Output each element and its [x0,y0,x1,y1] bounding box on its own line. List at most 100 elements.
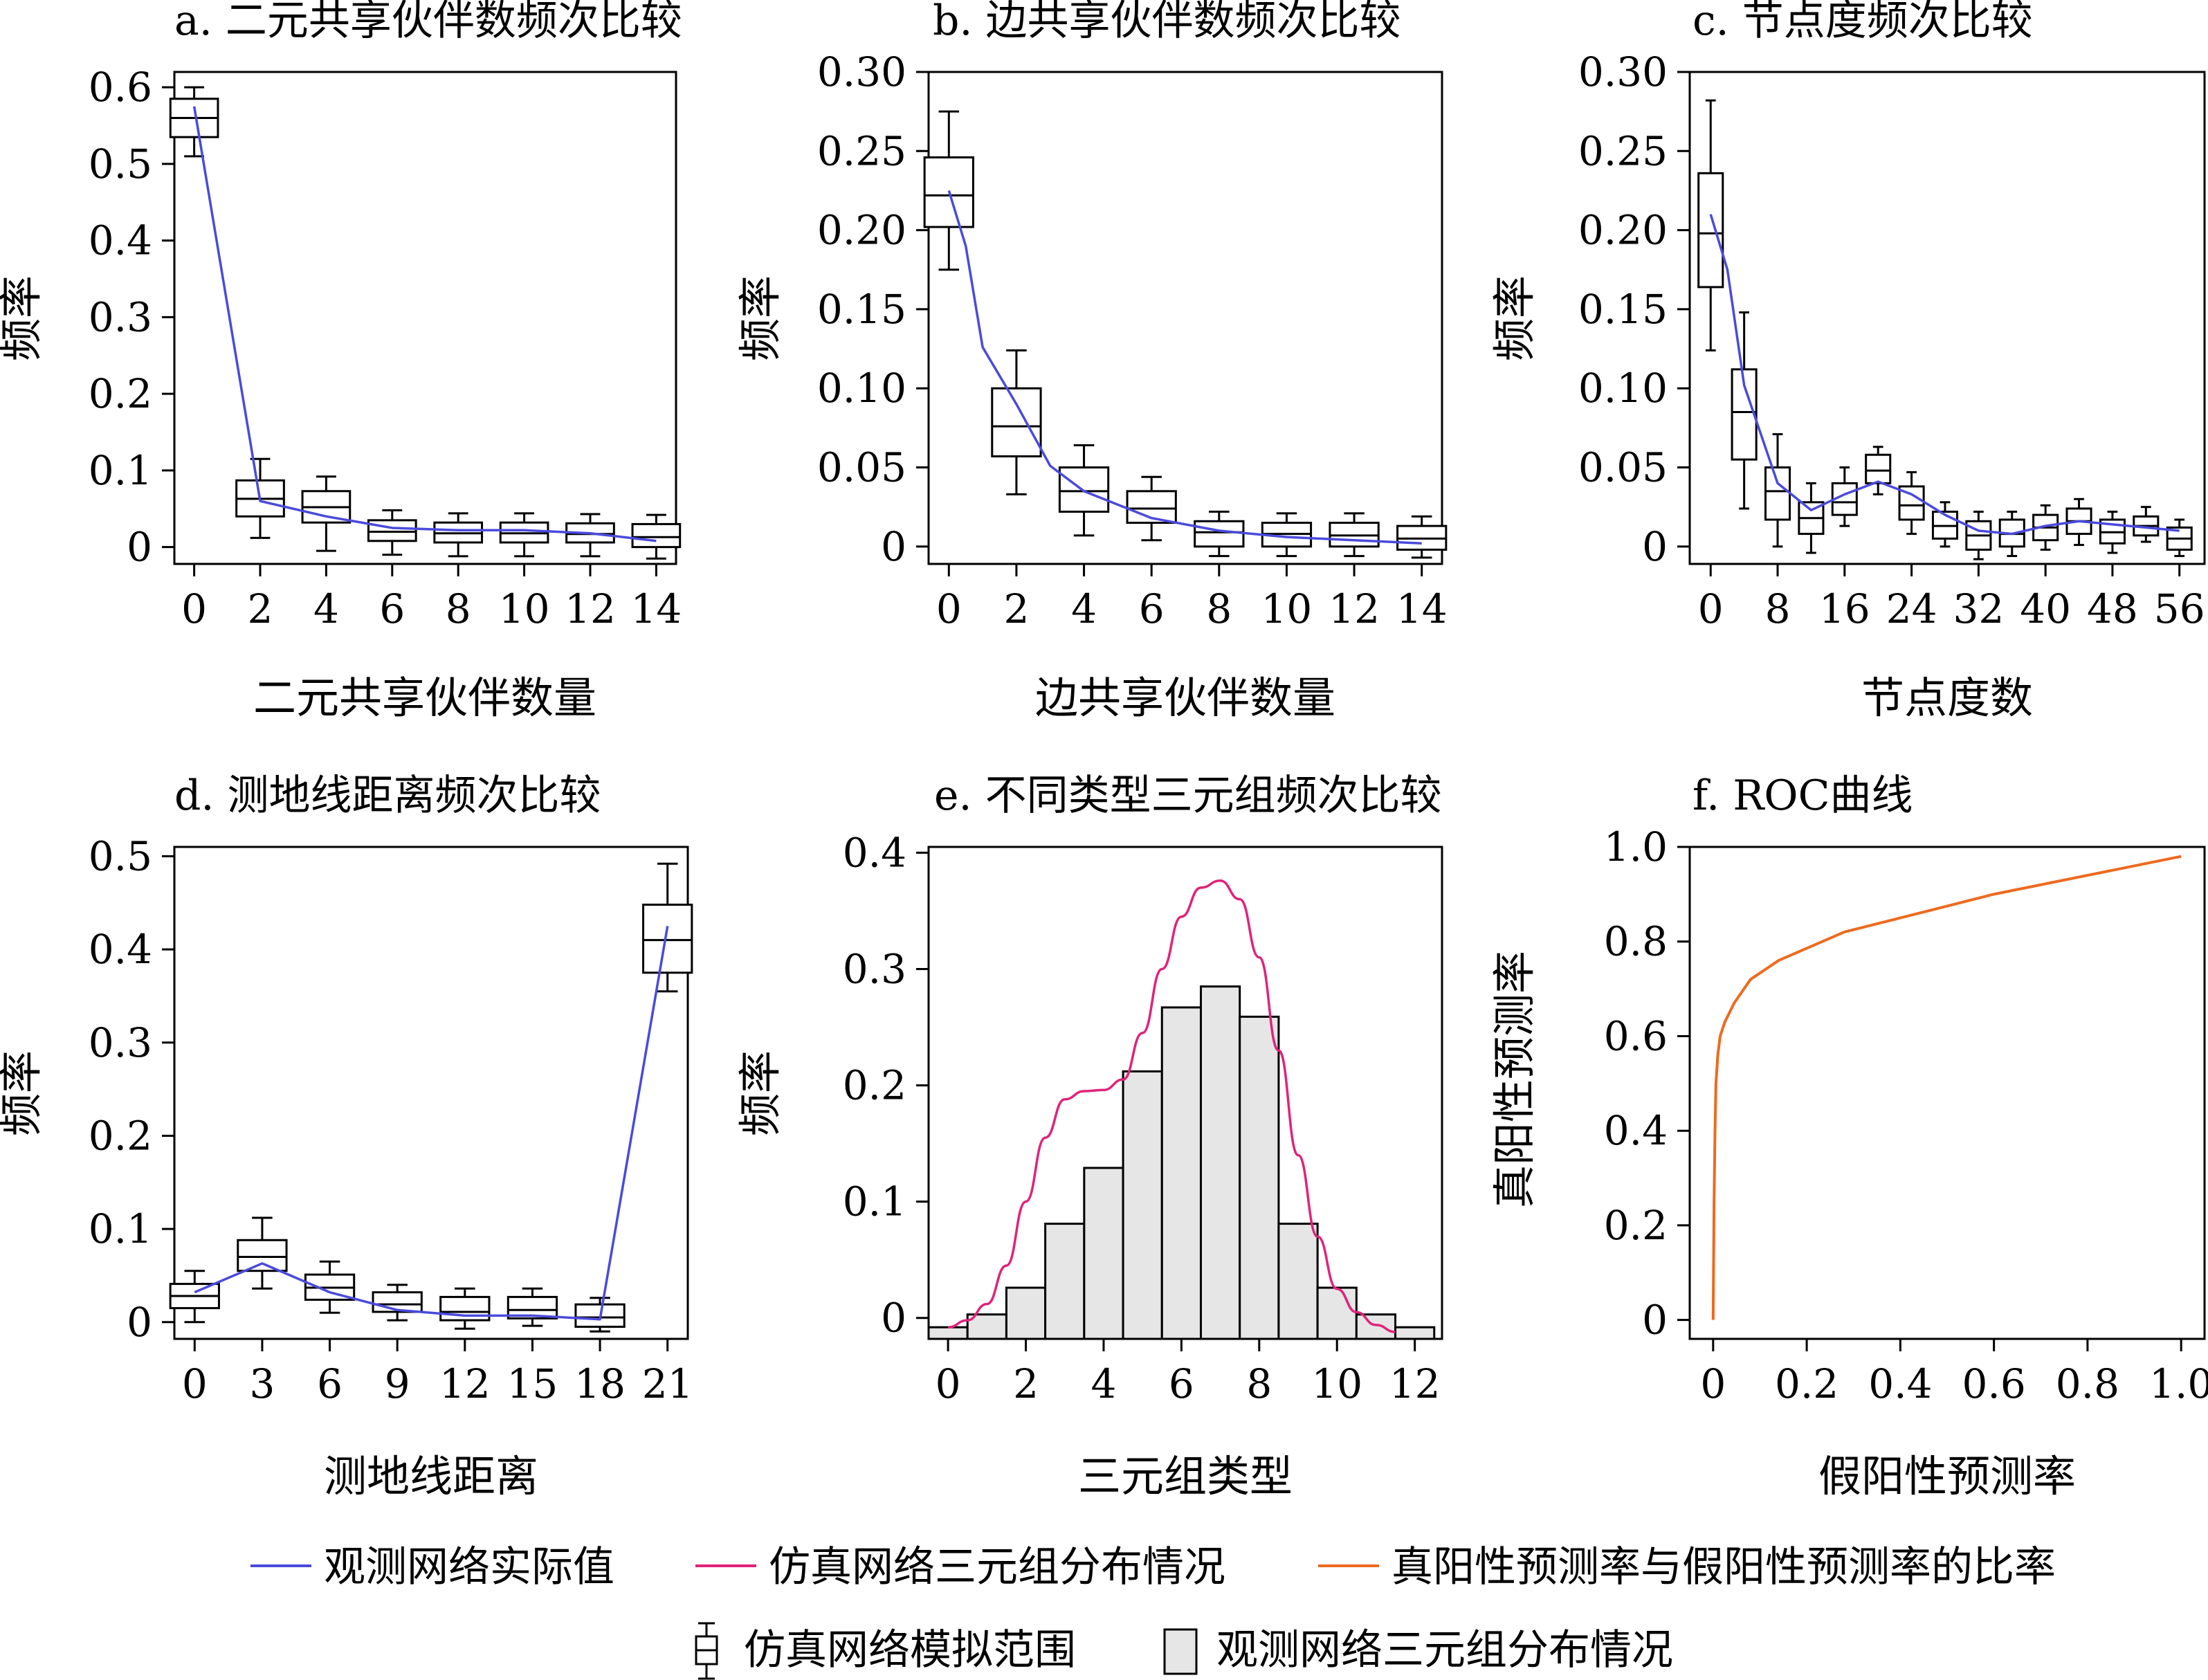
panel-c-ylabel: 频率 [1489,275,1540,361]
panel-e-xlabel: 三元组类型 [1078,1451,1293,1501]
f-ytick-label: 0.2 [1604,1202,1668,1249]
f-xtick-label: 0 [1700,1360,1726,1407]
a-ytick-label: 0.4 [89,217,152,264]
d-box [574,1303,626,1328]
b-ytick-label: 0 [881,523,906,570]
panel-c-title: c. 节点度频次比较 [1693,0,2033,45]
b-ytick-label: 0.15 [817,286,906,333]
panel-e-marks: 0 2 4 6 8 10 12 0 0.1 0.2 0.3 0.4 [843,829,1441,1407]
b-box [1194,520,1245,548]
panel-b: b. 边共享伙伴数频次比较 0 2 4 6 8 10 12 1400.050.100.150.… [735,0,1448,723]
b-observed-line [947,190,1422,545]
b-xtick-label: 10 [1261,585,1313,632]
b-box [923,156,974,228]
b-xtick-label: 6 [1139,585,1165,632]
panel-c-xlabel: 节点度数 [1861,673,2033,723]
d-ytick-label: 0.1 [89,1205,152,1252]
b-xtick-label: 2 [1003,585,1029,632]
legend-box-icon [695,1622,718,1680]
legend-hist-label: 观测网络三元组分布情况 [1216,1626,1673,1674]
c-xtick-label: 40 [2020,585,2071,632]
b-xtick-label: 4 [1071,585,1097,632]
legend-observed-line-label: 观测网络实际值 [324,1543,614,1591]
e-xtick-label: 6 [1169,1360,1194,1407]
e-hist-bar [1005,1286,1047,1340]
d-xtick-label: 6 [317,1360,343,1407]
d-xtick-label: 0 [182,1360,208,1407]
panel-d-ylabel: 频率 [0,1050,46,1136]
a-xtick-label: 2 [248,585,273,632]
d-ytick-label: 0.4 [89,926,152,973]
c-ytick-label: 0.25 [1578,127,1668,174]
panel-a: a. 二元共享伙伴数频次比较 0 2 4 6 8 10 12 1400.10.20.30.40… [0,0,682,723]
e-ytick-label: 0.2 [843,1062,906,1109]
b-ytick-label: 0.30 [817,48,906,95]
f-xtick-label: 0.4 [1868,1360,1932,1407]
f-xtick-label: 0.2 [1775,1360,1839,1407]
e-hist-bar [1239,1015,1280,1340]
d-observed-line [194,926,669,1321]
panel-c-frame [1688,71,2206,565]
c-ytick-label: 0.20 [1578,207,1668,254]
d-xtick-label: 18 [574,1360,626,1407]
e-hist-bar [1394,1326,1436,1340]
panel-f-title: f. ROC曲线 [1693,771,1913,820]
e-hist-bar [1044,1223,1086,1340]
panel-e-title: e. 不同类型三元组频次比较 [934,771,1442,820]
b-ytick-label: 0.20 [817,207,906,254]
b-xtick-label: 12 [1329,585,1380,632]
c-box [1865,453,1892,484]
e-xtick-label: 10 [1311,1360,1362,1407]
c-observed-line [1709,214,2180,536]
a-ytick-label: 0 [127,524,152,571]
panel-a-title: a. 二元共享伙伴数频次比较 [174,0,682,45]
panel-a-xlabel: 二元共享伙伴数量 [253,673,596,723]
b-ytick-label: 0.10 [817,365,906,412]
f-ytick-label: 1.0 [1604,823,1668,870]
c-ytick-label: 0 [1642,523,1668,570]
c-ytick-label: 0.30 [1578,48,1668,95]
f-xtick-label: 0.8 [2056,1360,2119,1407]
d-ytick-label: 0.5 [89,832,152,879]
panel-f-ylabel: 真阳性预测率 [1489,951,1540,1208]
f-ytick-label: 0.8 [1604,918,1668,965]
a-box [367,519,417,542]
c-xtick-label: 16 [1819,585,1870,632]
d-xtick-label: 15 [507,1360,558,1407]
d-box [237,1239,288,1272]
d-xtick-label: 3 [249,1360,275,1407]
a-xtick-label: 8 [446,585,471,632]
a-xtick-label: 12 [565,585,616,632]
b-box [1058,466,1110,513]
panel-b-ylabel: 频率 [735,275,785,361]
c-ytick-label: 0.10 [1578,365,1668,412]
d-ytick-label: 0 [127,1299,152,1346]
panel-f-frame [1688,846,2206,1340]
e-ytick-label: 0.4 [843,829,906,876]
panel-b-title: b. 边共享伙伴数频次比较 [933,0,1401,45]
f-xtick-label: 1.0 [2149,1360,2208,1407]
panel-a-ylabel: 频率 [0,275,46,361]
legend-roc-line-label: 真阳性预测率与假阳性预测率的比率 [1392,1543,2056,1591]
panel-b-frame [927,71,1443,565]
e-hist-bar [927,1326,969,1340]
e-simulated-curve [947,879,1396,1333]
d-box [642,903,693,974]
legend: 观测网络实际值 仿真网络三元组分布情况 真阳性预测率与假阳性预测率的比率 仿真网… [250,1543,2056,1680]
f-xtick-label: 0.6 [1962,1360,2026,1407]
c-xtick-label: 48 [2087,585,2138,632]
b-box [991,387,1042,458]
panel-e-ylabel: 频率 [735,1050,785,1136]
panel-f-marks: 0 0.2 0.4 0.6 0.8 1.0 0 0.2 0.4 0.6 0.8 1.0 [1604,823,2208,1407]
d-ytick-label: 0.2 [89,1112,152,1159]
e-hist-bar [1160,1006,1202,1340]
panel-b-xlabel: 边共享伙伴数量 [1035,673,1335,723]
d-xtick-label: 21 [642,1360,693,1407]
a-xtick-label: 0 [181,585,207,632]
e-hist-bar [1277,1223,1319,1340]
b-xtick-label: 8 [1206,585,1232,632]
a-ytick-label: 0.3 [89,293,152,340]
